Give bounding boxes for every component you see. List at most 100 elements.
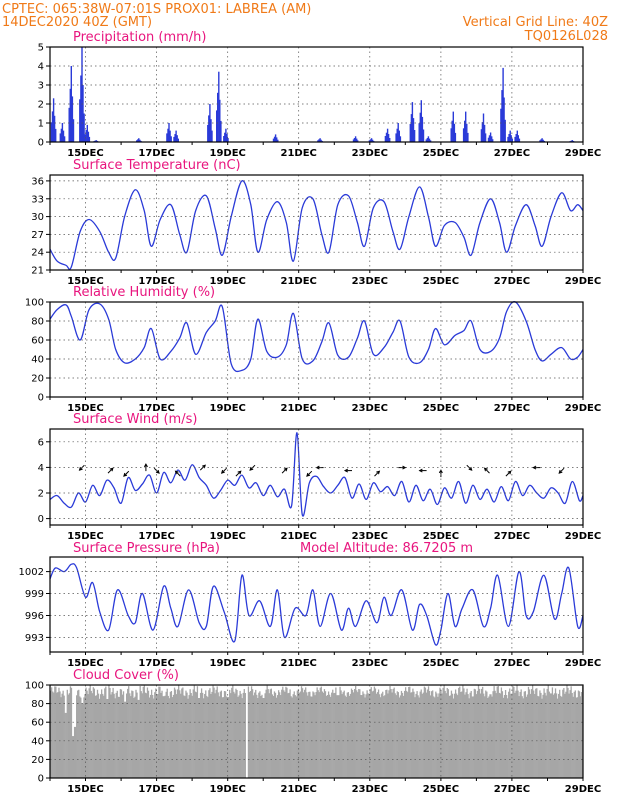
pressure-line xyxy=(49,563,584,646)
cloud-cover-bar xyxy=(333,693,335,778)
precip-bar xyxy=(83,113,85,142)
precip-bar xyxy=(395,133,397,142)
wind-vector xyxy=(418,468,427,473)
x-tick-label: 25DEC xyxy=(423,658,459,669)
x-tick-label: 29DEC xyxy=(565,276,601,287)
cloud-cover-bar xyxy=(223,691,226,778)
cloud-cover-bar xyxy=(294,695,296,778)
precip-bar xyxy=(411,102,414,142)
cloud-cover-bar xyxy=(470,691,472,778)
cloud-cover-bar xyxy=(298,692,301,778)
cloud-cover-bar xyxy=(446,688,448,778)
cloud-cover-bar xyxy=(99,694,102,778)
cloud-cover-bar xyxy=(83,697,85,778)
header-datetime: 14DEC2020 40Z (GMT) xyxy=(2,15,152,30)
cloud-cover-bar xyxy=(384,695,386,778)
cloud-cover-bar xyxy=(192,689,194,778)
cloud-cover-bar xyxy=(139,686,141,778)
cloud-cover-bar xyxy=(88,688,90,778)
cloud-cover-bar xyxy=(286,687,288,778)
cloud-cover-bar xyxy=(554,688,557,778)
cloud-cover-bar xyxy=(483,693,485,778)
humidity-frame xyxy=(49,301,584,398)
cloud-cover-bar xyxy=(105,686,107,778)
precip-bar xyxy=(356,138,358,142)
cloud-cover-bar xyxy=(259,691,261,778)
cloud-cover-bar xyxy=(390,689,392,778)
precip-bar xyxy=(86,124,88,142)
cloud-cover-bar xyxy=(218,696,220,778)
y-tick-label: 40 xyxy=(31,736,44,747)
precip-bar xyxy=(507,136,509,142)
cloud-cover-bar xyxy=(541,698,543,778)
cloud-cover-bar xyxy=(389,686,391,778)
cloud-cover-bar xyxy=(507,698,509,778)
precip-bar xyxy=(357,140,359,142)
cloud-cover-bar xyxy=(500,687,503,778)
cloud-cover-bar xyxy=(431,691,433,778)
x-tick-label: 19DEC xyxy=(210,148,246,159)
cloud-cover-bar xyxy=(149,694,152,778)
cloud-cover-bar xyxy=(291,697,293,778)
cloud-cover-bar xyxy=(311,696,313,778)
cloud-cover-bar xyxy=(160,692,162,778)
cloud-cover-bar xyxy=(401,692,404,778)
cloud-cover-bar xyxy=(372,690,374,778)
x-tick-label: 15DEC xyxy=(67,276,103,287)
precip-bar xyxy=(539,140,541,142)
x-tick-label: 27DEC xyxy=(494,148,530,159)
cloud-cover-bar xyxy=(459,686,461,778)
cloud-cover-bar xyxy=(62,690,64,778)
y-tick-label: 40 xyxy=(31,355,44,366)
precip-bar xyxy=(61,123,64,142)
cloud-cover-bar xyxy=(206,695,208,778)
y-tick-label: 5 xyxy=(38,43,44,54)
cloud-cover-bar xyxy=(261,694,263,778)
precip-bar xyxy=(387,134,390,142)
cloud-cover-bar xyxy=(499,693,502,778)
cloud-cover-bar xyxy=(536,688,538,778)
cloud-cover-bar xyxy=(332,689,334,778)
cloud-cover-bar xyxy=(516,685,518,778)
cloud-cover-bar xyxy=(546,688,548,778)
cloud-cover-bar xyxy=(468,698,470,778)
cloud-cover-bar xyxy=(382,691,384,778)
cloud-cover-bar xyxy=(268,693,270,778)
cloud-cover-bar xyxy=(421,693,423,778)
wind-vector xyxy=(235,470,242,477)
cloud-cover-bar xyxy=(150,689,153,778)
pressure-frame xyxy=(49,556,584,653)
cloud-cover-bar xyxy=(93,688,96,778)
cloud-cover-bar xyxy=(544,692,546,778)
cloud-cover-bar xyxy=(145,693,148,778)
cloud-cover-bar xyxy=(491,696,493,778)
precip-bar xyxy=(450,128,452,142)
cloud-cover-bar xyxy=(64,712,66,778)
cloud-cover-bar xyxy=(86,690,88,778)
cloud-cover-bar xyxy=(365,694,367,778)
cloud-cover-bar xyxy=(212,685,214,778)
precip-bar xyxy=(85,130,87,142)
y-tick-label: 1002 xyxy=(19,567,44,578)
cloud-cover-bar xyxy=(315,692,317,778)
cloud-cover-bar xyxy=(465,692,467,778)
cloud-cover-bar xyxy=(514,692,516,778)
cloud-cover-bar xyxy=(125,693,128,778)
cloud-cover-bar xyxy=(269,689,271,778)
cloud-cover-bar xyxy=(424,687,427,778)
x-tick-label: 25DEC xyxy=(423,148,459,159)
cloud-cover-bar xyxy=(523,691,525,778)
cloud-cover-bar xyxy=(411,692,413,778)
cloud-cover-bar xyxy=(396,691,398,778)
cloud-cover-bar xyxy=(540,692,542,778)
precip-bar xyxy=(177,138,179,142)
cloud-cover-bar xyxy=(477,685,480,778)
cloud-cover-bar xyxy=(420,689,422,778)
cloud-cover-bar xyxy=(462,685,464,778)
precip-bar xyxy=(413,130,416,142)
wind-vector xyxy=(343,468,352,473)
precip-bar xyxy=(81,47,83,142)
cloud-cover-bar xyxy=(66,689,68,778)
precip-bar xyxy=(219,99,221,142)
cloud-cover-bar xyxy=(443,685,445,778)
